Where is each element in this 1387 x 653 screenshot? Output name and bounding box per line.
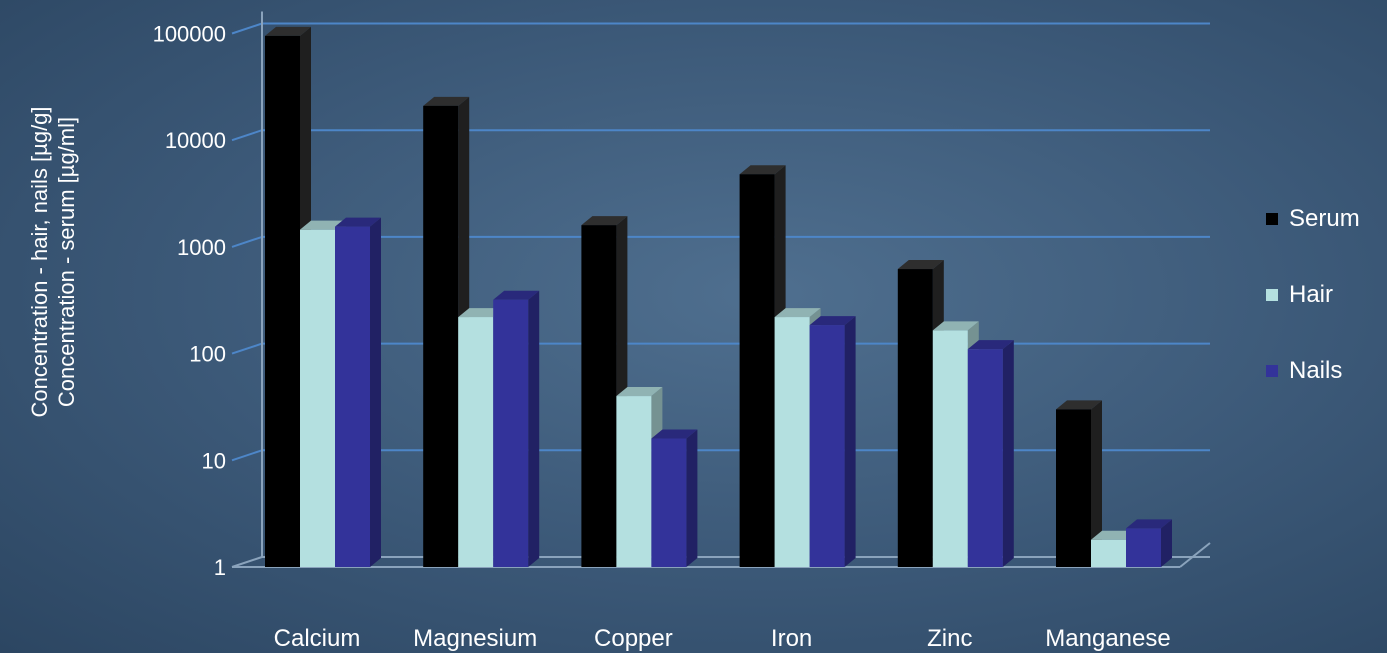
y-axis: 1 10 100 1000 10000 100000 [153, 11, 1211, 580]
gridline-wall [231, 449, 263, 462]
y-tick-label: 1000 [177, 235, 226, 260]
x-tick-label: Manganese [1045, 625, 1170, 652]
gridline-wall [231, 556, 263, 568]
legend-label: Hair [1289, 281, 1333, 308]
x-axis: Calcium Magnesium Copper Iron Zinc Manganese [274, 625, 1171, 652]
x-tick-label: Magnesium [413, 625, 537, 652]
legend-label: Nails [1289, 357, 1342, 384]
bars [265, 26, 1172, 568]
gridline-wall [231, 22, 263, 35]
gridlines [231, 22, 1210, 568]
y-tick-label: 10000 [165, 128, 226, 153]
legend-swatch [1266, 289, 1278, 301]
legend-label: Serum [1289, 205, 1360, 232]
bar-nails-manganese [1126, 519, 1172, 567]
gridline-wall [231, 235, 263, 248]
bar-nails-iron [809, 316, 856, 567]
bar-nails-magnesium [493, 290, 540, 567]
y-axis-title: Concentration - hair, nails [µg/g] Conce… [27, 106, 79, 417]
y-tick-label: 10 [202, 448, 226, 473]
bar-serum-manganese [1056, 400, 1102, 567]
bar-nails-copper [651, 429, 698, 567]
bar-nails-zinc [967, 340, 1014, 567]
x-tick-label: Zinc [927, 625, 972, 652]
legend: Serum Hair Nails [1266, 205, 1360, 384]
y-tick-label: 100000 [153, 22, 226, 47]
x-tick-label: Calcium [274, 625, 361, 652]
legend-item-serum: Serum [1266, 205, 1360, 232]
gridline-wall [231, 342, 263, 355]
floor-edge [1179, 542, 1211, 568]
legend-item-hair: Hair [1266, 281, 1333, 308]
bar-nails-calcium [335, 217, 381, 567]
y-axis-title-line-2: Concentration - serum [µg/ml] [54, 117, 79, 407]
gridline-wall [231, 129, 263, 142]
y-tick-label: 1 [214, 555, 226, 580]
y-axis-title-line-1: Concentration - hair, nails [µg/g] [27, 106, 52, 417]
legend-swatch [1266, 213, 1278, 225]
x-tick-label: Copper [594, 625, 673, 652]
y-tick-label: 100 [189, 342, 226, 367]
legend-item-nails: Nails [1266, 357, 1342, 384]
bar-serum-iron [739, 165, 786, 568]
x-tick-label: Iron [771, 625, 812, 652]
legend-swatch [1266, 365, 1278, 377]
